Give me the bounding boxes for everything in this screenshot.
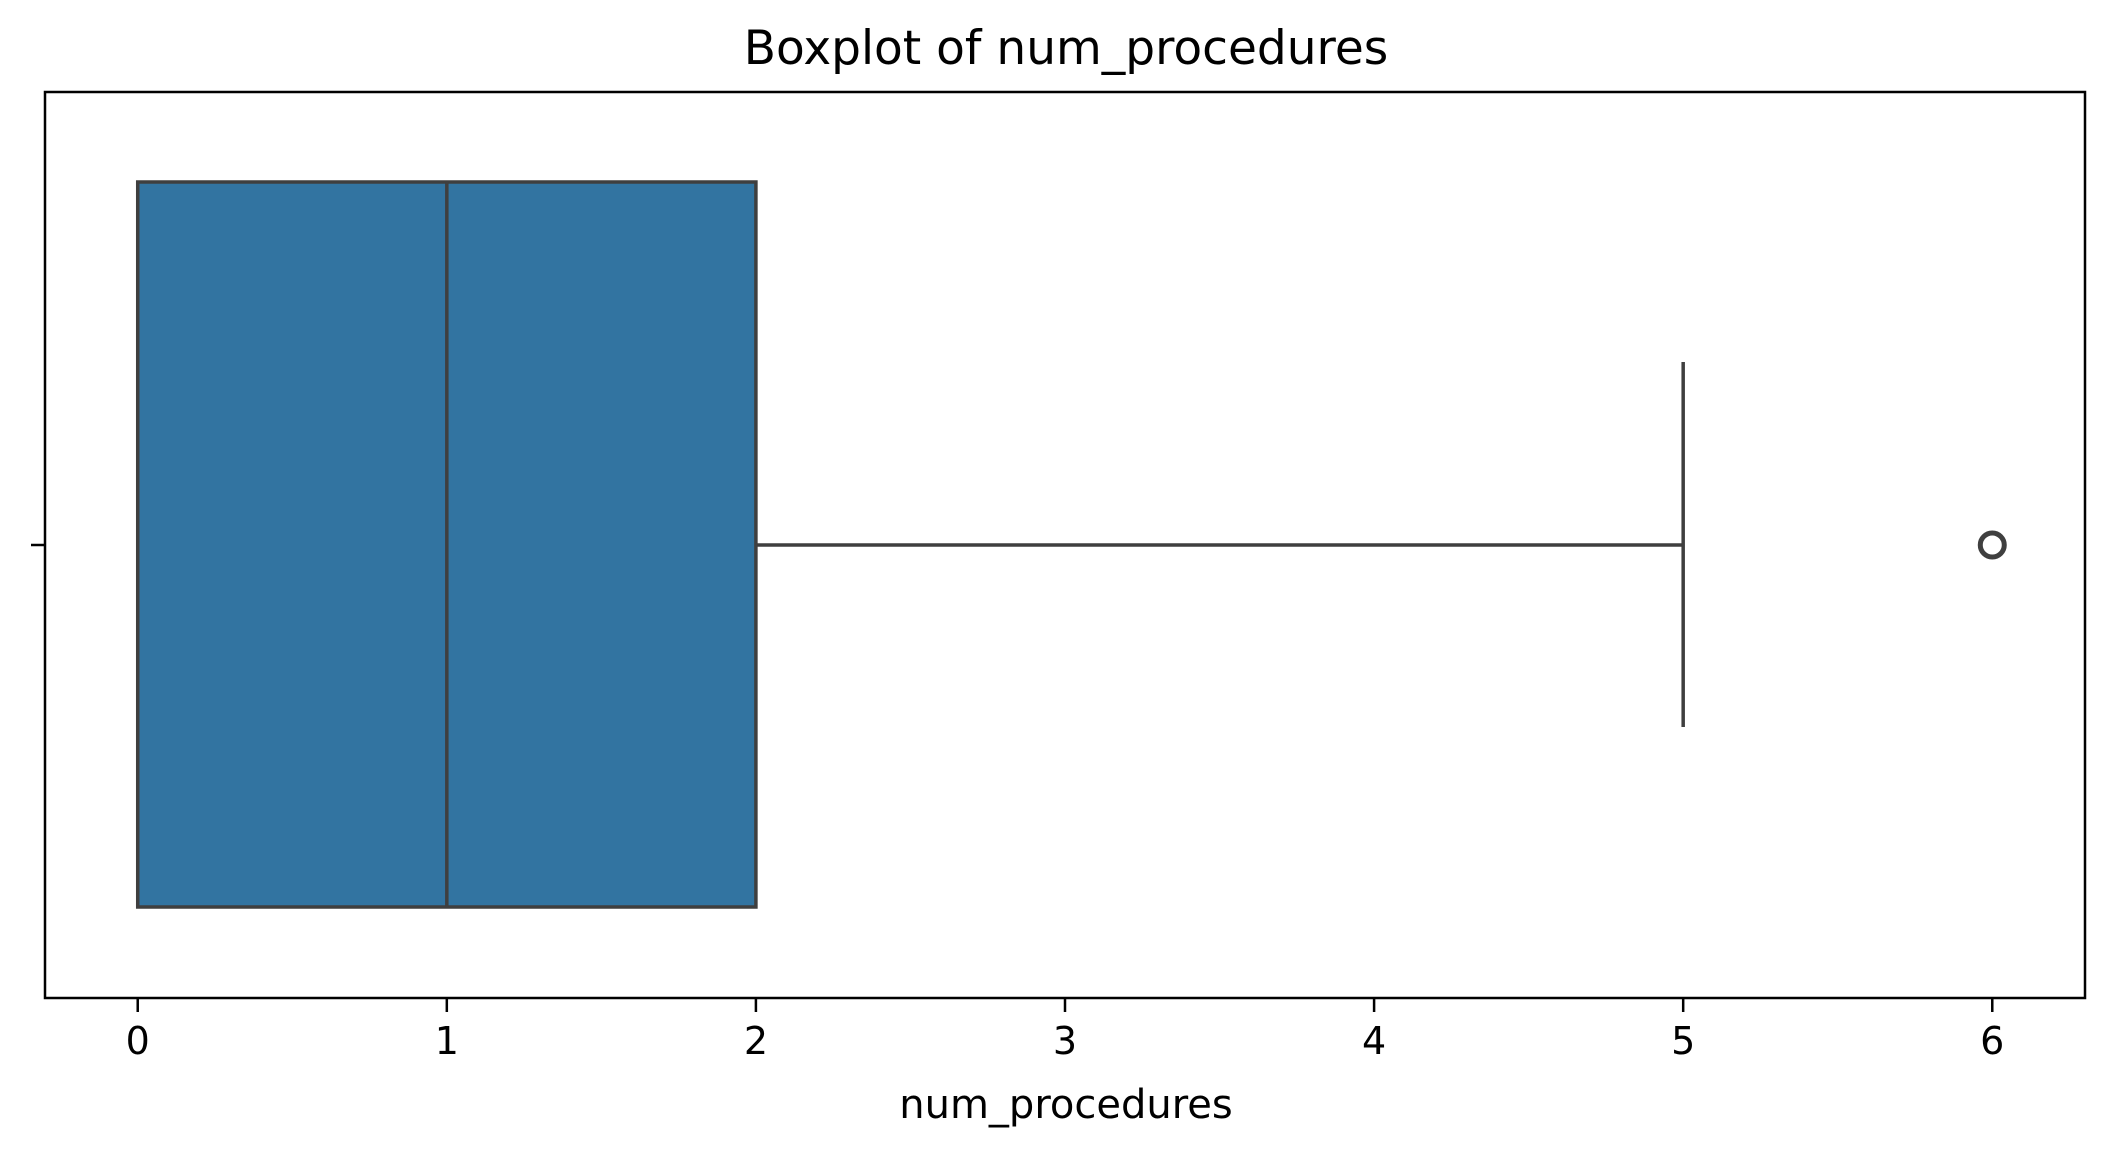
chart-title: Boxplot of num_procedures bbox=[744, 21, 1388, 76]
x-tick-label: 6 bbox=[1980, 1019, 2004, 1063]
plot-area bbox=[135, 180, 2007, 909]
x-tick-label: 5 bbox=[1671, 1019, 1695, 1063]
x-tick-label: 2 bbox=[744, 1019, 768, 1063]
x-tick-label: 3 bbox=[1053, 1019, 1077, 1063]
x-tick-label: 0 bbox=[126, 1019, 150, 1063]
x-tick-label: 1 bbox=[435, 1019, 459, 1063]
x-tick-label: 4 bbox=[1362, 1019, 1386, 1063]
x-axis-label: num_procedures bbox=[899, 1082, 1232, 1128]
outlier-point bbox=[1977, 530, 2007, 560]
x-axis-ticks: 0 1 2 3 4 5 6 bbox=[31, 543, 2004, 1063]
